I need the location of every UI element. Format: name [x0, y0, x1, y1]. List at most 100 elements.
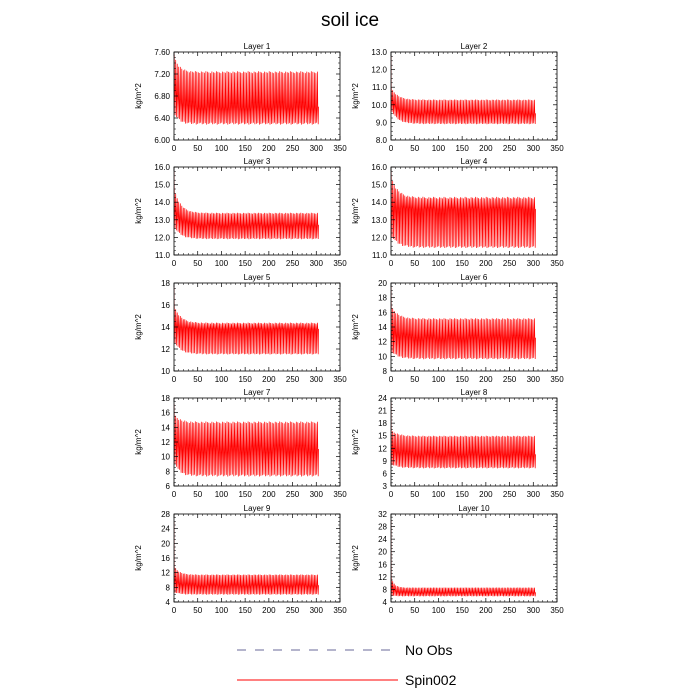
x-tick-label-layer-10-5: 250: [503, 606, 517, 615]
series-line-layer-5: [174, 287, 319, 355]
x-tick-label-layer-2-4: 200: [479, 144, 493, 153]
y-tick-label-layer-2-0: 8.0: [376, 136, 388, 145]
y-tick-label-layer-3-0: 11.0: [155, 251, 171, 260]
y-tick-label-layer-9-2: 12: [161, 569, 170, 578]
x-tick-label-layer-1-6: 300: [310, 144, 324, 153]
y-tick-label-layer-2-2: 10.0: [371, 101, 387, 110]
x-tick-label-layer-9-4: 200: [262, 606, 276, 615]
x-tick-label-layer-10-4: 200: [479, 606, 493, 615]
y-tick-label-layer-8-7: 24: [378, 394, 387, 403]
series-line-layer-2: [391, 55, 536, 125]
y-axis-label-layer-6: kg/m^2: [351, 314, 360, 340]
x-tick-label-layer-6-7: 350: [550, 375, 564, 384]
x-tick-label-layer-10-3: 150: [455, 606, 469, 615]
x-tick-label-layer-10-2: 100: [432, 606, 446, 615]
y-tick-label-layer-3-4: 15.0: [154, 181, 170, 190]
x-tick-label-layer-5-1: 50: [193, 375, 202, 384]
y-tick-label-layer-8-6: 21: [378, 407, 387, 416]
y-axis-label-layer-4: kg/m^2: [351, 198, 360, 224]
x-tick-label-layer-3-4: 200: [262, 259, 276, 268]
y-tick-label-layer-6-2: 12: [378, 338, 387, 347]
x-tick-label-layer-2-5: 250: [503, 144, 517, 153]
y-tick-label-layer-9-3: 16: [161, 554, 170, 563]
x-tick-label-layer-8-3: 150: [455, 490, 469, 499]
x-tick-label-layer-9-7: 350: [333, 606, 347, 615]
x-tick-label-layer-4-0: 0: [389, 259, 394, 268]
y-tick-label-layer-1-1: 6.40: [154, 114, 170, 123]
chart-title-layer-4: Layer 4: [461, 157, 488, 166]
x-tick-label-layer-7-3: 150: [238, 490, 252, 499]
chart-layer-7: Layer 7 kg/m^2 0 50 100 150 200 250 300 350 6 8 10 12…: [134, 388, 347, 499]
chart-layer-10: Layer 10 kg/m^2 0 50 100 150 200 250 300 350 4 8 12 1…: [351, 504, 564, 615]
series-line-layer-9: [174, 521, 319, 595]
x-tick-label-layer-7-7: 350: [333, 490, 347, 499]
y-tick-label-layer-10-2: 12: [378, 573, 387, 582]
y-tick-label-layer-5-2: 14: [161, 323, 170, 332]
x-tick-label-layer-1-4: 200: [262, 144, 276, 153]
x-tick-label-layer-10-7: 350: [550, 606, 564, 615]
y-tick-label-layer-8-5: 18: [378, 419, 387, 428]
chart-layer-2: Layer 2 kg/m^2 0 50 100 150 200 250 300 350 8.0 9.0…: [351, 42, 564, 153]
y-tick-label-layer-2-1: 9.0: [376, 118, 388, 127]
y-tick-label-layer-9-6: 28: [161, 510, 170, 519]
chart-title-layer-10: Layer 10: [458, 504, 490, 513]
y-tick-label-layer-2-3: 11.0: [372, 83, 388, 92]
y-tick-label-layer-10-5: 24: [378, 535, 387, 544]
y-tick-label-layer-3-5: 16.0: [154, 163, 170, 172]
y-tick-label-layer-1-2: 6.80: [154, 92, 170, 101]
y-tick-label-layer-7-6: 18: [161, 394, 170, 403]
chart-title-layer-6: Layer 6: [461, 273, 488, 282]
y-axis-label-layer-9: kg/m^2: [134, 545, 143, 571]
y-axis-label-layer-2: kg/m^2: [351, 83, 360, 109]
y-axis-label-layer-3: kg/m^2: [134, 198, 143, 224]
y-axis-label-layer-7: kg/m^2: [134, 429, 143, 455]
y-tick-label-layer-10-7: 32: [378, 510, 387, 519]
y-tick-label-layer-4-4: 15.0: [371, 181, 387, 190]
chart-title-layer-5: Layer 5: [244, 273, 271, 282]
chart-layer-1: Layer 1 kg/m^2 0 50 100 150 200 250 300 350 6.00 6.…: [134, 42, 347, 153]
x-tick-label-layer-8-0: 0: [389, 490, 394, 499]
x-tick-label-layer-10-0: 0: [389, 606, 394, 615]
y-tick-label-layer-6-5: 18: [378, 294, 387, 303]
y-tick-label-layer-4-0: 11.0: [372, 251, 388, 260]
y-tick-label-layer-5-0: 10: [161, 367, 170, 376]
figure-title: soil ice: [320, 10, 380, 31]
y-tick-label-layer-7-0: 6: [166, 482, 171, 491]
y-tick-label-layer-7-3: 12: [161, 438, 170, 447]
x-tick-label-layer-8-2: 100: [432, 490, 446, 499]
x-tick-label-layer-6-5: 250: [503, 375, 517, 384]
x-tick-label-layer-10-1: 50: [410, 606, 419, 615]
x-tick-label-layer-3-7: 350: [333, 259, 347, 268]
x-tick-label-layer-9-2: 100: [215, 606, 229, 615]
x-tick-label-layer-8-6: 300: [527, 490, 541, 499]
x-tick-label-layer-2-0: 0: [389, 144, 394, 153]
chart-title-layer-7: Layer 7: [244, 388, 271, 397]
x-tick-label-layer-7-1: 50: [193, 490, 202, 499]
y-tick-label-layer-4-5: 16.0: [371, 163, 387, 172]
chart-layer-3: Layer 3 kg/m^2 0 50 100 150 200 250 300 350 11.0 12…: [134, 157, 347, 268]
y-tick-label-layer-4-3: 14.0: [371, 198, 387, 207]
x-tick-label-layer-2-7: 350: [550, 144, 564, 153]
y-tick-label-layer-8-4: 15: [378, 432, 387, 441]
x-tick-label-layer-5-6: 300: [310, 375, 324, 384]
y-tick-label-layer-9-0: 4: [166, 598, 171, 607]
x-tick-label-layer-3-3: 150: [238, 259, 252, 268]
y-tick-label-layer-8-1: 6: [383, 469, 388, 478]
y-tick-label-layer-7-4: 14: [161, 423, 170, 432]
x-tick-label-layer-8-4: 200: [479, 490, 493, 499]
x-tick-label-layer-2-3: 150: [455, 144, 469, 153]
y-axis-label-layer-1: kg/m^2: [134, 83, 143, 109]
x-tick-label-layer-5-2: 100: [215, 375, 229, 384]
x-tick-label-layer-3-0: 0: [172, 259, 177, 268]
x-tick-label-layer-1-5: 250: [286, 144, 300, 153]
series-line-layer-3: [174, 170, 319, 240]
x-tick-label-layer-9-1: 50: [193, 606, 202, 615]
x-tick-label-layer-7-6: 300: [310, 490, 324, 499]
x-tick-label-layer-4-4: 200: [479, 259, 493, 268]
series-line-layer-6: [391, 286, 536, 360]
x-tick-label-layer-1-7: 350: [333, 144, 347, 153]
legend-label-no-obs: No Obs: [405, 642, 452, 658]
series-line-layer-8: [391, 402, 536, 469]
x-tick-label-layer-1-1: 50: [193, 144, 202, 153]
